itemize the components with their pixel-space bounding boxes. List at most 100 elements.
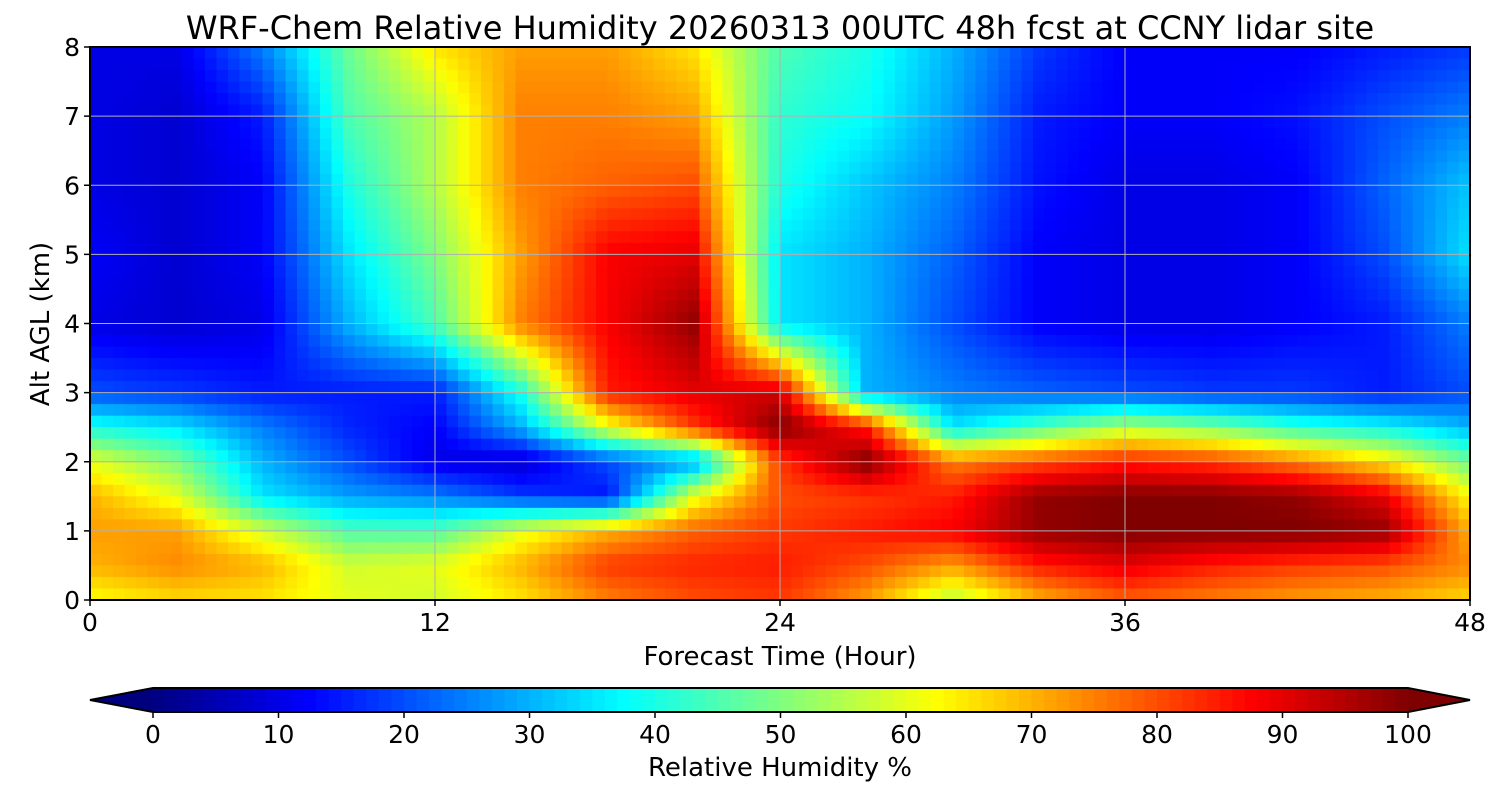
heatmap-cell [423, 427, 436, 440]
heatmap-cell [768, 81, 781, 94]
heatmap-cell [538, 219, 551, 232]
heatmap-cell [1320, 358, 1333, 371]
heatmap-cell [515, 519, 528, 532]
heatmap-cell [1263, 254, 1276, 267]
heatmap-cell [1044, 219, 1057, 232]
heatmap-cell [1102, 173, 1115, 186]
heatmap-cell [941, 484, 954, 497]
heatmap-cell [734, 300, 747, 313]
heatmap-cell [1148, 335, 1161, 348]
heatmap-cell [1090, 438, 1103, 451]
heatmap-cell [1171, 438, 1184, 451]
heatmap-cell [481, 70, 494, 83]
heatmap-cell [1378, 162, 1391, 175]
heatmap-cell [814, 162, 827, 175]
heatmap-cell [182, 300, 195, 313]
heatmap-cell [159, 473, 172, 486]
heatmap-cell [803, 461, 816, 474]
heatmap-cell [1056, 127, 1069, 140]
heatmap-cell [216, 461, 229, 474]
heatmap-cell [320, 127, 333, 140]
heatmap-cell [170, 70, 183, 83]
heatmap-cell [1217, 127, 1230, 140]
heatmap-cell [745, 208, 758, 221]
heatmap-cell [159, 70, 172, 83]
heatmap-cell [1125, 300, 1138, 313]
heatmap-cell [619, 404, 632, 417]
heatmap-cell [1079, 427, 1092, 440]
heatmap-cell [1240, 461, 1253, 474]
heatmap-cell [216, 311, 229, 325]
heatmap-cell [1447, 265, 1460, 279]
heatmap-cell [791, 450, 804, 463]
heatmap-cell [642, 219, 655, 232]
heatmap-cell [1056, 335, 1069, 348]
heatmap-cell [435, 254, 448, 267]
heatmap-cell [527, 311, 540, 325]
heatmap-cell [803, 150, 816, 163]
heatmap-cell [205, 219, 218, 232]
heatmap-cell [722, 369, 735, 382]
heatmap-cell [1056, 473, 1069, 486]
heatmap-cell [826, 461, 839, 474]
heatmap-cell [642, 242, 655, 255]
heatmap-cell [1401, 484, 1414, 497]
heatmap-cell [1044, 265, 1057, 279]
heatmap-cell [205, 300, 218, 313]
heatmap-cell [1090, 461, 1103, 474]
heatmap-cell [1194, 47, 1207, 60]
heatmap-cell [722, 81, 735, 94]
heatmap-cell [228, 58, 241, 71]
heatmap-cell [1113, 507, 1126, 520]
heatmap-cell [205, 185, 218, 198]
heatmap-cell [768, 265, 781, 279]
heatmap-cell [446, 358, 459, 371]
heatmap-cell [1148, 81, 1161, 94]
heatmap-cell [607, 208, 620, 221]
heatmap-cell [331, 404, 344, 417]
heatmap-cell [998, 173, 1011, 186]
heatmap-cell [653, 311, 666, 325]
heatmap-cell [596, 300, 609, 313]
heatmap-cell [331, 150, 344, 163]
heatmap-cell [527, 127, 540, 140]
heatmap-cell [561, 369, 574, 382]
heatmap-cell [1458, 427, 1471, 440]
heatmap-cell [826, 415, 839, 428]
heatmap-cell [711, 288, 724, 302]
heatmap-cell [228, 47, 241, 60]
heatmap-cell [607, 369, 620, 382]
heatmap-cell [1067, 277, 1080, 290]
heatmap-cell [113, 438, 126, 451]
heatmap-cell [308, 381, 321, 394]
heatmap-cell [699, 162, 712, 175]
heatmap-cell [860, 116, 873, 129]
heatmap-cell [1067, 93, 1080, 106]
heatmap-cell [895, 496, 908, 509]
heatmap-cell [515, 127, 528, 140]
heatmap-cell [446, 219, 459, 232]
heatmap-cell [998, 242, 1011, 255]
heatmap-cell [1286, 81, 1299, 94]
heatmap-cell [1159, 254, 1172, 267]
heatmap-cell [607, 104, 620, 117]
heatmap-cell [745, 162, 758, 175]
heatmap-cell [1458, 311, 1471, 325]
heatmap-cell [987, 461, 1000, 474]
heatmap-cell [780, 335, 793, 348]
heatmap-cell [699, 335, 712, 348]
heatmap-cell [527, 265, 540, 279]
heatmap-cell [814, 58, 827, 71]
heatmap-cell [780, 507, 793, 520]
heatmap-cell [1113, 104, 1126, 117]
heatmap-cell [515, 242, 528, 255]
heatmap-cell [1389, 196, 1402, 209]
heatmap-cell [1309, 415, 1322, 428]
heatmap-cell [630, 127, 643, 140]
heatmap-cell [1113, 300, 1126, 313]
heatmap-cell [791, 254, 804, 267]
heatmap-cell [722, 104, 735, 117]
heatmap-cell [1079, 173, 1092, 186]
heatmap-cell [423, 473, 436, 486]
heatmap-cell [630, 427, 643, 440]
